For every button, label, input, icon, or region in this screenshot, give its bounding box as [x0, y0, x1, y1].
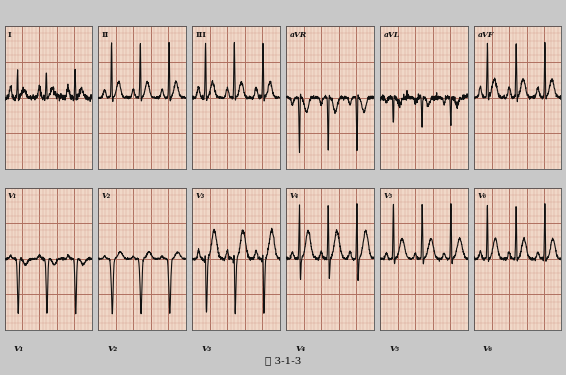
Text: aVF: aVF	[478, 30, 494, 39]
Text: aVL: aVL	[384, 30, 400, 39]
Text: V₃: V₃	[201, 345, 211, 353]
Text: V₆: V₆	[478, 192, 487, 200]
Text: V₅: V₅	[389, 345, 399, 353]
Text: V₄: V₄	[290, 192, 299, 200]
Text: II: II	[102, 30, 109, 39]
Text: III: III	[196, 30, 207, 39]
Text: V₆: V₆	[483, 345, 493, 353]
Text: I: I	[8, 30, 12, 39]
Text: V₄: V₄	[295, 345, 305, 353]
Text: V₅: V₅	[384, 192, 393, 200]
Text: V₁: V₁	[8, 192, 18, 200]
Text: V₃: V₃	[196, 192, 205, 200]
Text: 图 3-1-3: 图 3-1-3	[265, 357, 301, 366]
Text: V₂: V₂	[102, 192, 112, 200]
Text: V₁: V₁	[13, 345, 23, 353]
Text: aVR: aVR	[290, 30, 307, 39]
Text: V₂: V₂	[107, 345, 117, 353]
